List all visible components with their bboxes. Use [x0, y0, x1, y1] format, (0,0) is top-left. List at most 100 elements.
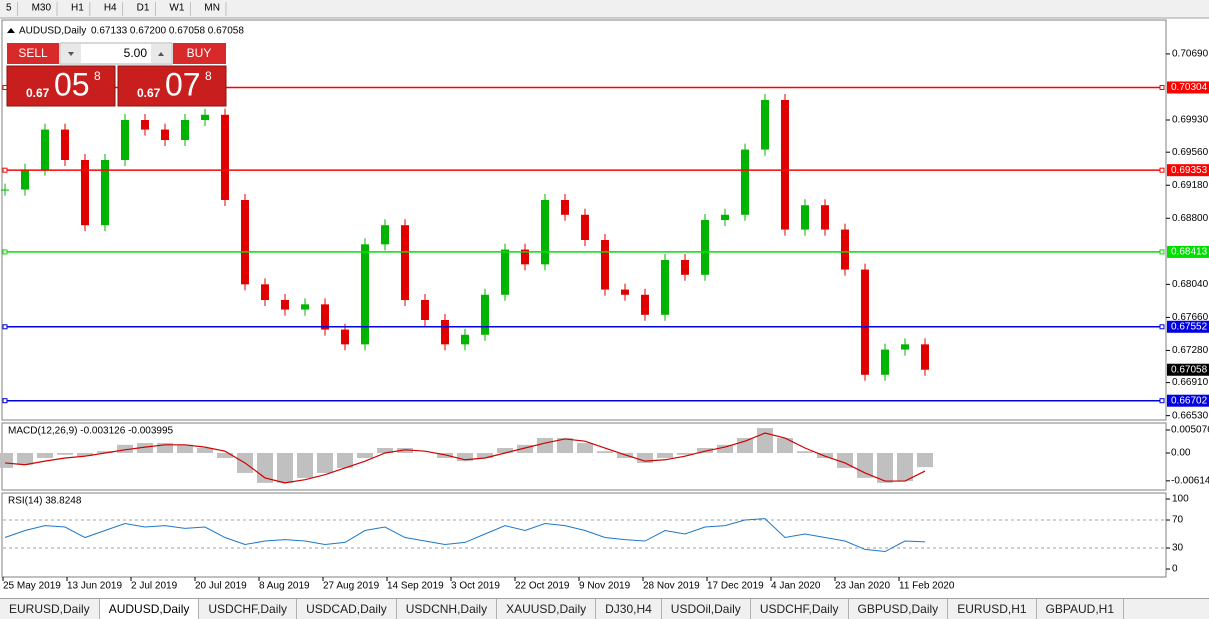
level-handle	[2, 324, 8, 330]
candle-body	[861, 269, 869, 375]
candle-body	[581, 214, 589, 240]
candle-body	[421, 300, 429, 320]
candle-body	[161, 129, 169, 140]
candle-body	[741, 149, 749, 215]
candle-body	[701, 220, 709, 275]
ask-box[interactable]	[117, 65, 227, 107]
timeframe-button[interactable]: MN	[204, 3, 220, 14]
macd-histogram-bar	[117, 444, 133, 453]
lot-input[interactable]	[59, 42, 173, 65]
level-label: 0.67552	[1171, 321, 1208, 332]
y-tick-label: 30	[1172, 543, 1184, 554]
level-handle	[1159, 324, 1165, 330]
chart-tab[interactable]: GBPAUD,H1	[1037, 599, 1125, 619]
candle-body	[641, 294, 649, 315]
candle-body	[381, 225, 389, 245]
chart-symbol: AUDUSD,Daily	[19, 26, 86, 37]
candle-body	[661, 260, 669, 315]
macd-histogram-bar	[57, 452, 73, 455]
level-label: 0.66702	[1171, 395, 1208, 406]
candle-body	[201, 114, 209, 120]
collapse-icon[interactable]	[7, 28, 15, 33]
macd-histogram-bar	[277, 452, 293, 483]
x-tick-label: 25 May 2019	[3, 581, 61, 592]
level-label: 0.70304	[1171, 82, 1208, 93]
timeframe-button[interactable]: W1	[169, 3, 184, 14]
y-tick-label: 100	[1172, 494, 1189, 505]
chart-tab[interactable]: USDCHF,Daily	[199, 599, 298, 619]
candle-body	[301, 304, 309, 310]
macd-histogram-bar	[177, 444, 193, 453]
candle-body	[361, 244, 369, 345]
chart-tab[interactable]: DJ30,H4	[596, 599, 662, 619]
macd-histogram-bar	[377, 448, 393, 453]
chart-tab[interactable]: USDOil,Daily	[662, 599, 751, 619]
macd-histogram-bar	[497, 448, 513, 453]
macd-histogram-bar	[457, 452, 473, 462]
bid-pips: 05	[54, 66, 90, 102]
candle-body	[281, 300, 289, 310]
level-label: 0.69353	[1171, 165, 1208, 176]
macd-histogram-bar	[897, 452, 913, 482]
sell-button[interactable]	[7, 43, 59, 64]
candle-body	[61, 129, 69, 160]
macd-histogram-bar	[157, 443, 173, 453]
candle-body	[481, 294, 489, 335]
macd-histogram-bar	[617, 452, 633, 458]
macd-histogram-bar	[817, 452, 833, 458]
chart-tab[interactable]: GBPUSD,Daily	[849, 599, 949, 619]
level-label-bg	[1167, 320, 1209, 333]
timeframe-button[interactable]: D1	[137, 3, 150, 14]
level-label-bg	[1167, 164, 1209, 177]
macd-histogram-bar	[357, 452, 373, 458]
y-tick-label: 0.67280	[1172, 345, 1209, 356]
macd-histogram-bar	[577, 443, 593, 453]
macd-signal-line	[4, 432, 926, 484]
macd-histogram-bar	[37, 452, 53, 458]
macd-panel	[1, 422, 1167, 491]
lot-value: 5.00	[124, 46, 148, 60]
y-tick-label: 0.70690	[1172, 49, 1209, 60]
indicator-title: MACD(12,26,9) -0.003126 -0.003995	[8, 426, 174, 437]
candle-body	[721, 214, 729, 220]
candle-body	[141, 120, 149, 130]
x-tick-label: 27 Aug 2019	[323, 581, 380, 592]
ask-pips: 07	[165, 66, 201, 102]
y-tick-label: 0.68800	[1172, 213, 1209, 224]
macd-histogram-bar	[397, 448, 413, 453]
macd-histogram-bar	[317, 452, 333, 473]
macd-histogram-bar	[737, 438, 753, 453]
x-tick-label: 23 Jan 2020	[835, 581, 890, 592]
candle-body	[21, 169, 29, 190]
chart-tab[interactable]: EURUSD,Daily	[0, 599, 100, 619]
level-label-bg	[1167, 81, 1209, 94]
y-tick-label: 0.66910	[1172, 377, 1209, 388]
timeframe-button[interactable]: 5	[6, 3, 12, 14]
macd-histogram-bar	[437, 452, 453, 458]
chart-tab[interactable]: USDCNH,Daily	[397, 599, 498, 619]
chart-tab[interactable]: USDCAD,Daily	[297, 599, 397, 619]
candle-body	[261, 284, 269, 300]
candle-body	[121, 120, 129, 160]
level-handle	[2, 398, 8, 404]
buy-button[interactable]	[173, 43, 226, 64]
timeframe-button[interactable]: H1	[71, 3, 84, 14]
chart-tab[interactable]: XAUUSD,Daily	[497, 599, 597, 619]
chart-tab[interactable]: AUDUSD,Daily	[99, 599, 200, 619]
candle-body	[41, 129, 49, 170]
timeframe-button[interactable]: H4	[104, 3, 117, 14]
y-tick-label: 0.66530	[1172, 410, 1209, 421]
rsi-line	[4, 518, 926, 553]
candle-body	[801, 205, 809, 230]
arrow-up	[158, 52, 164, 56]
x-tick-label: 9 Nov 2019	[579, 581, 631, 592]
chart-tab[interactable]: EURUSD,H1	[948, 599, 1037, 619]
timeframe-button[interactable]: M30	[32, 3, 52, 14]
one-click-trade-panel: SELL 5.00 BUY 0.67 05 8 0.67 07 8	[6, 42, 227, 107]
macd-histogram-bar	[297, 452, 313, 478]
bid-point: 8	[94, 69, 101, 83]
bid-box[interactable]	[6, 65, 116, 107]
x-tick-label: 14 Sep 2019	[387, 581, 444, 592]
chart-tab[interactable]: USDCHF,Daily	[751, 599, 849, 619]
y-tick-label: 0.005076	[1171, 425, 1209, 436]
